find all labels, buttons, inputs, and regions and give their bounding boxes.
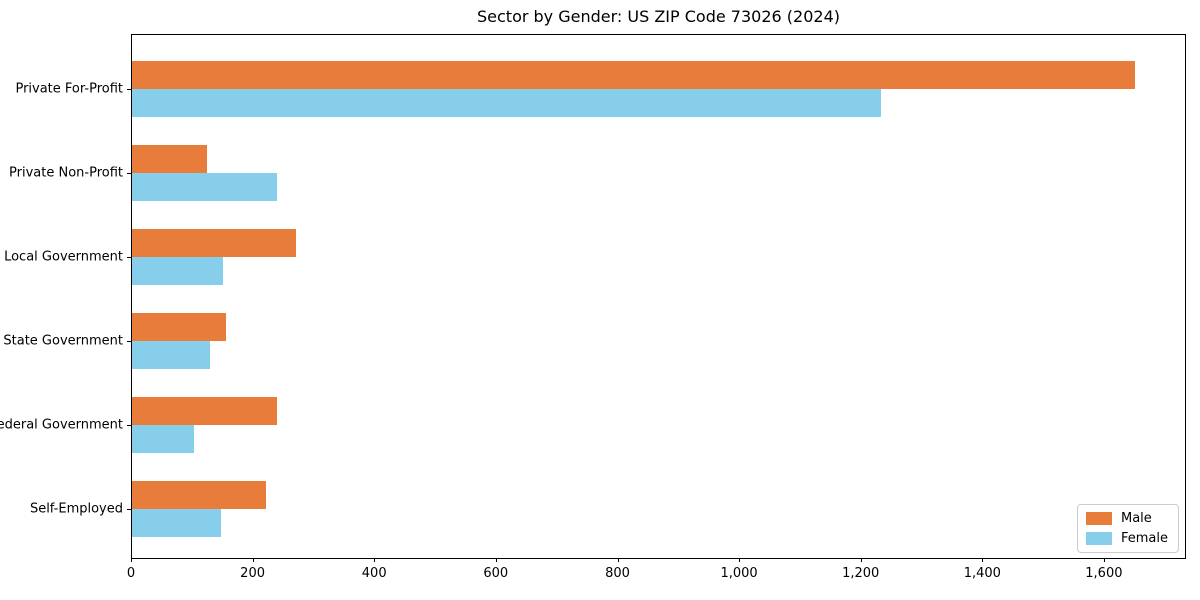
y-tick-mark bbox=[127, 257, 131, 258]
x-tick-mark bbox=[131, 558, 132, 562]
y-tick-mark bbox=[127, 425, 131, 426]
y-axis-label: State Government bbox=[3, 333, 123, 349]
legend-item-female: Female bbox=[1085, 531, 1168, 546]
x-tick-mark bbox=[252, 558, 254, 562]
bar-female-5 bbox=[132, 509, 222, 537]
x-tick-mark bbox=[495, 558, 497, 562]
chart-title: Sector by Gender: US ZIP Code 73026 (202… bbox=[477, 7, 840, 26]
x-tick-label: 1,000 bbox=[720, 566, 758, 581]
bar-male-2 bbox=[132, 229, 297, 257]
x-tick-mark bbox=[1103, 558, 1105, 562]
x-tick-mark bbox=[617, 558, 619, 562]
bar-female-2 bbox=[132, 257, 223, 285]
bar-male-4 bbox=[132, 397, 277, 425]
legend-label-female: Female bbox=[1120, 531, 1168, 546]
y-axis-label: Federal Government bbox=[0, 417, 123, 433]
x-tick-mark bbox=[860, 558, 862, 562]
y-tick-mark bbox=[127, 509, 131, 510]
x-tick-label: 200 bbox=[240, 566, 266, 581]
bar-male-3 bbox=[132, 313, 227, 341]
x-tick-label: 1,400 bbox=[963, 566, 1001, 581]
bar-female-4 bbox=[132, 425, 194, 453]
x-tick-mark bbox=[739, 558, 741, 562]
y-axis-label: Private Non-Profit bbox=[9, 165, 123, 181]
x-tick-label: 600 bbox=[483, 566, 509, 581]
y-tick-mark bbox=[127, 341, 131, 342]
bar-female-1 bbox=[132, 173, 277, 201]
x-tick-label: 400 bbox=[361, 566, 387, 581]
x-tick-mark bbox=[374, 558, 376, 562]
y-axis-label: Local Government bbox=[4, 249, 123, 265]
x-tick-label: 1,200 bbox=[842, 566, 880, 581]
y-axis-label: Self-Employed bbox=[29, 501, 123, 517]
legend-swatch-male bbox=[1085, 512, 1112, 525]
legend-label-male: Male bbox=[1120, 511, 1152, 526]
legend-item-male: Male bbox=[1085, 511, 1168, 526]
bar-male-5 bbox=[132, 481, 266, 509]
x-tick-label: 1,600 bbox=[1085, 566, 1123, 581]
legend: Male Female bbox=[1076, 504, 1179, 553]
legend-swatch-female bbox=[1085, 532, 1112, 545]
x-tick-label: 0 bbox=[126, 566, 136, 581]
y-tick-mark bbox=[127, 89, 131, 90]
x-tick-label: 800 bbox=[605, 566, 630, 581]
bar-male-1 bbox=[132, 145, 207, 173]
bar-male-0 bbox=[132, 61, 1136, 89]
bar-female-0 bbox=[132, 89, 882, 117]
x-tick-mark bbox=[982, 558, 984, 562]
plot-area: Male Female bbox=[131, 34, 1186, 559]
bar-female-3 bbox=[132, 341, 210, 369]
y-tick-mark bbox=[127, 173, 131, 174]
y-axis-label: Private For-Profit bbox=[15, 81, 123, 97]
